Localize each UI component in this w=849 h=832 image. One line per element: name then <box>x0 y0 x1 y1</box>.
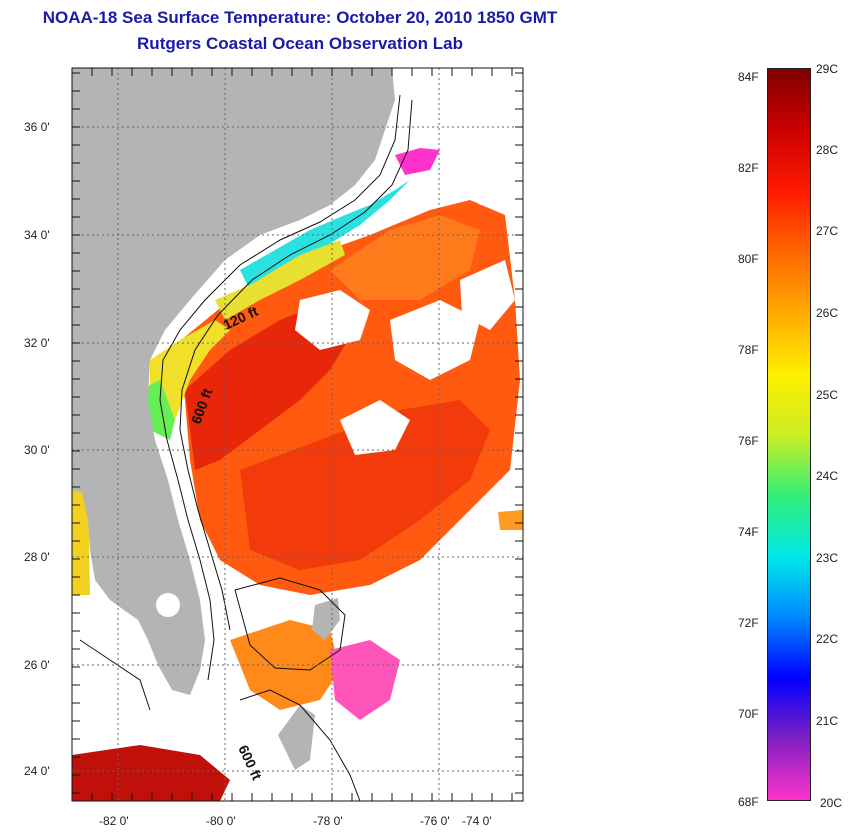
lat-label: 24 0' <box>24 764 50 778</box>
lon-label: -78 0' <box>313 814 343 828</box>
colorbar-label-f: 68F <box>738 795 759 809</box>
colorbar-label-c: 20C <box>820 796 843 810</box>
graticule <box>72 68 523 801</box>
sst-coastal-yellow <box>150 320 230 420</box>
colorbar-label-c: 25C <box>816 388 839 402</box>
map-area <box>72 68 523 801</box>
colorbar-label-c: 28C <box>816 143 839 157</box>
map-subtitle: Rutgers Coastal Ocean Observation Lab <box>137 34 463 53</box>
sst-gulf-yellow <box>72 490 90 595</box>
lake-okeechobee <box>156 593 180 617</box>
map-frame <box>71 67 524 802</box>
map-title: NOAA-18 Sea Surface Temperature: October… <box>42 8 558 27</box>
cloud-mask <box>295 110 523 660</box>
colorbar-label-c: 27C <box>816 224 839 238</box>
sst-bahamas-mix <box>330 640 400 720</box>
lon-label: -80 0' <box>206 814 236 828</box>
sst-shelf-yellow <box>215 240 345 320</box>
lat-label: 28 0' <box>24 550 50 564</box>
colorbar-label-c: 22C <box>816 632 839 646</box>
land-andros <box>312 598 340 640</box>
colorbar-label-c: 29C <box>816 62 839 76</box>
colorbar-label-c: 23C <box>816 551 839 565</box>
colorbar-label-f: 72F <box>738 616 759 630</box>
lat-label: 26 0' <box>24 658 50 672</box>
land-keys <box>278 705 315 770</box>
colorbar-label-f: 84F <box>738 70 759 84</box>
lat-label: 34 0' <box>24 228 50 242</box>
land-mainland <box>72 68 395 695</box>
temperature-colorbar <box>767 68 811 801</box>
longitude-labels: -82 0' -80 0' -78 0' -76 0' -74 0' <box>99 814 492 828</box>
contour-gulf <box>79 639 151 711</box>
lon-label: -82 0' <box>99 814 129 828</box>
sst-east-orange <box>498 510 523 530</box>
tick-marks <box>72 68 523 801</box>
land <box>72 68 395 770</box>
lon-label: -74 0' <box>462 814 492 828</box>
bathymetry-contours <box>79 94 413 801</box>
contour-120ft <box>159 94 401 681</box>
sst-field <box>72 148 523 801</box>
colorbar-label-f: 70F <box>738 707 759 721</box>
lat-label: 36 0' <box>24 120 50 134</box>
sst-red-band <box>240 400 490 570</box>
lat-label: 32 0' <box>24 336 50 350</box>
lon-label: -76 0' <box>420 814 450 828</box>
contour-bahamas <box>234 577 346 671</box>
sst-south-orange <box>230 620 340 710</box>
sst-orange-north <box>330 215 480 300</box>
latitude-labels: 36 0' 34 0' 32 0' 30 0' 28 0' 26 0' 24 0… <box>24 120 50 778</box>
lat-label: 30 0' <box>24 443 50 457</box>
colorbar-label-f: 78F <box>738 343 759 357</box>
colorbar-label-c: 24C <box>816 469 839 483</box>
sst-keys-red <box>72 745 230 801</box>
colorbar-label-c: 26C <box>816 306 839 320</box>
contour-600ft <box>179 99 413 631</box>
colorbar-label-f: 76F <box>738 434 759 448</box>
sst-shelf-cyan <box>240 180 410 290</box>
colorbar-label-f: 80F <box>738 252 759 266</box>
colorbar-label-f: 82F <box>738 161 759 175</box>
colorbar-label-c: 21C <box>816 714 839 728</box>
contour-south <box>239 689 361 801</box>
colorbar-label-f: 74F <box>738 525 759 539</box>
